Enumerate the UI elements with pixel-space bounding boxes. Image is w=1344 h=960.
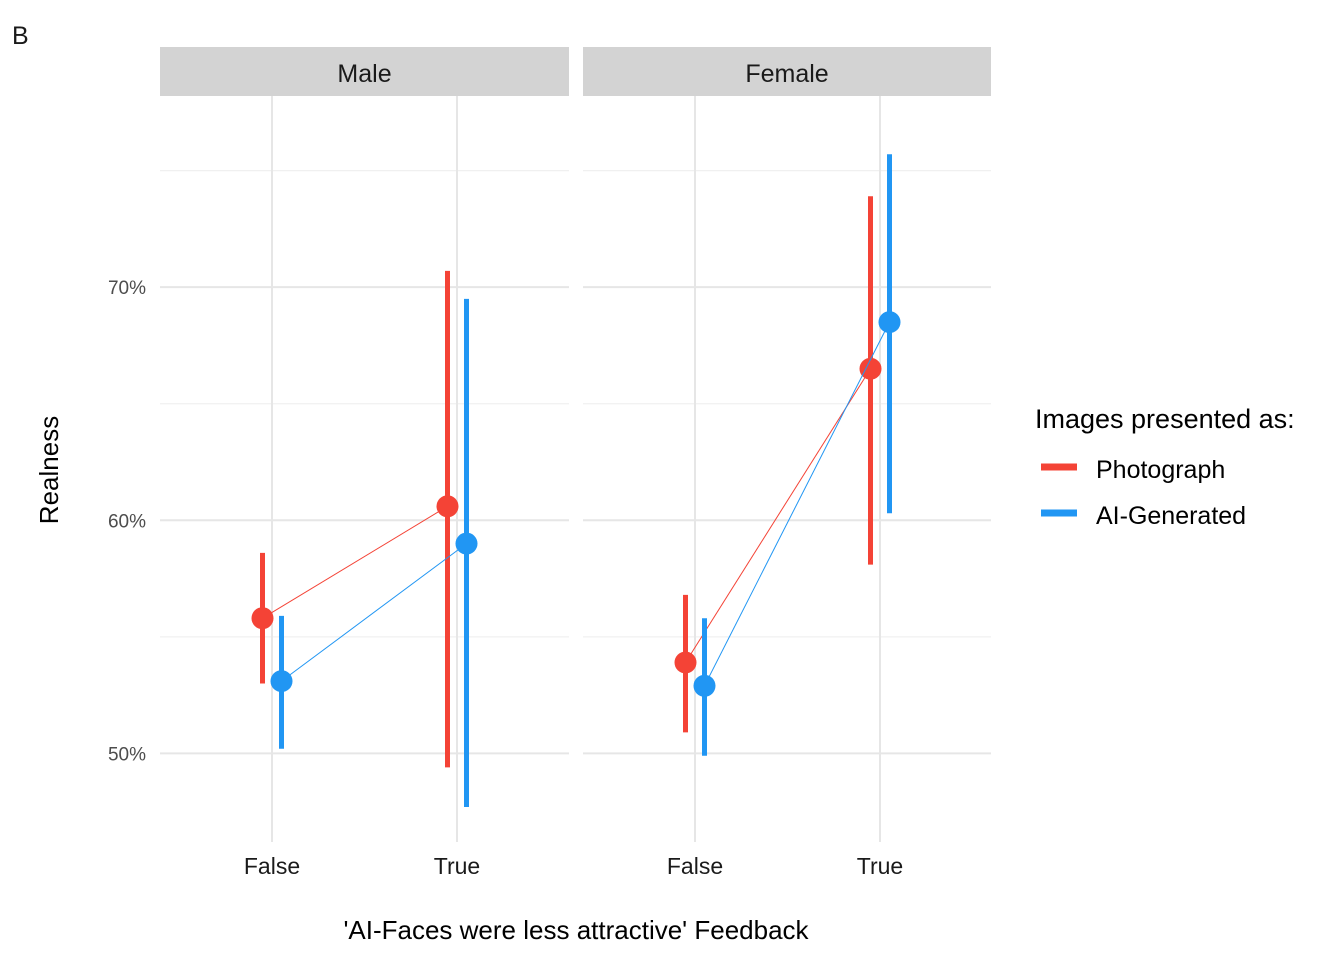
chart-panels: Male False True Female False True [160,47,991,879]
y-axis-ticks: 50% 60% 70% [108,278,146,765]
series-photograph [674,196,882,733]
facet-strip-label: Female [745,60,828,88]
x-axis-title: 'AI-Faces were less attractive' Feedback [343,915,809,945]
data-point [455,532,478,555]
x-tick-label: False [244,853,300,879]
facet-strip [583,47,991,96]
legend: Images presented as: Photograph AI-Genera… [1035,404,1295,530]
facet-strip [160,47,569,96]
series-ai-generated [270,298,478,808]
series-photograph [251,270,459,768]
x-tick-label: True [857,853,903,879]
legend-label: AI-Generated [1096,502,1246,530]
data-point [436,495,459,518]
y-tick-label: 60% [108,511,146,532]
series-line [704,321,890,687]
panel-tag: B [12,22,29,50]
x-tick-label: False [667,853,723,879]
y-tick-label: 50% [108,744,146,765]
series-line [685,368,871,663]
data-point [674,651,697,674]
legend-label: Photograph [1096,456,1225,484]
facet-panel-female: Female False True [583,47,991,879]
facet-panel-male: Male False True [160,47,569,879]
facet-strip-label: Male [337,60,391,88]
y-tick-label: 70% [108,278,146,299]
series-line [262,505,448,619]
data-point [270,670,293,693]
y-axis-title: Realness [34,416,64,524]
data-point [693,674,716,697]
data-point [878,311,901,334]
series-line [281,543,467,682]
series-ai-generated [693,154,901,756]
data-point [859,357,882,380]
data-point [251,607,274,630]
legend-title: Images presented as: [1035,404,1295,434]
x-tick-label: True [434,853,480,879]
